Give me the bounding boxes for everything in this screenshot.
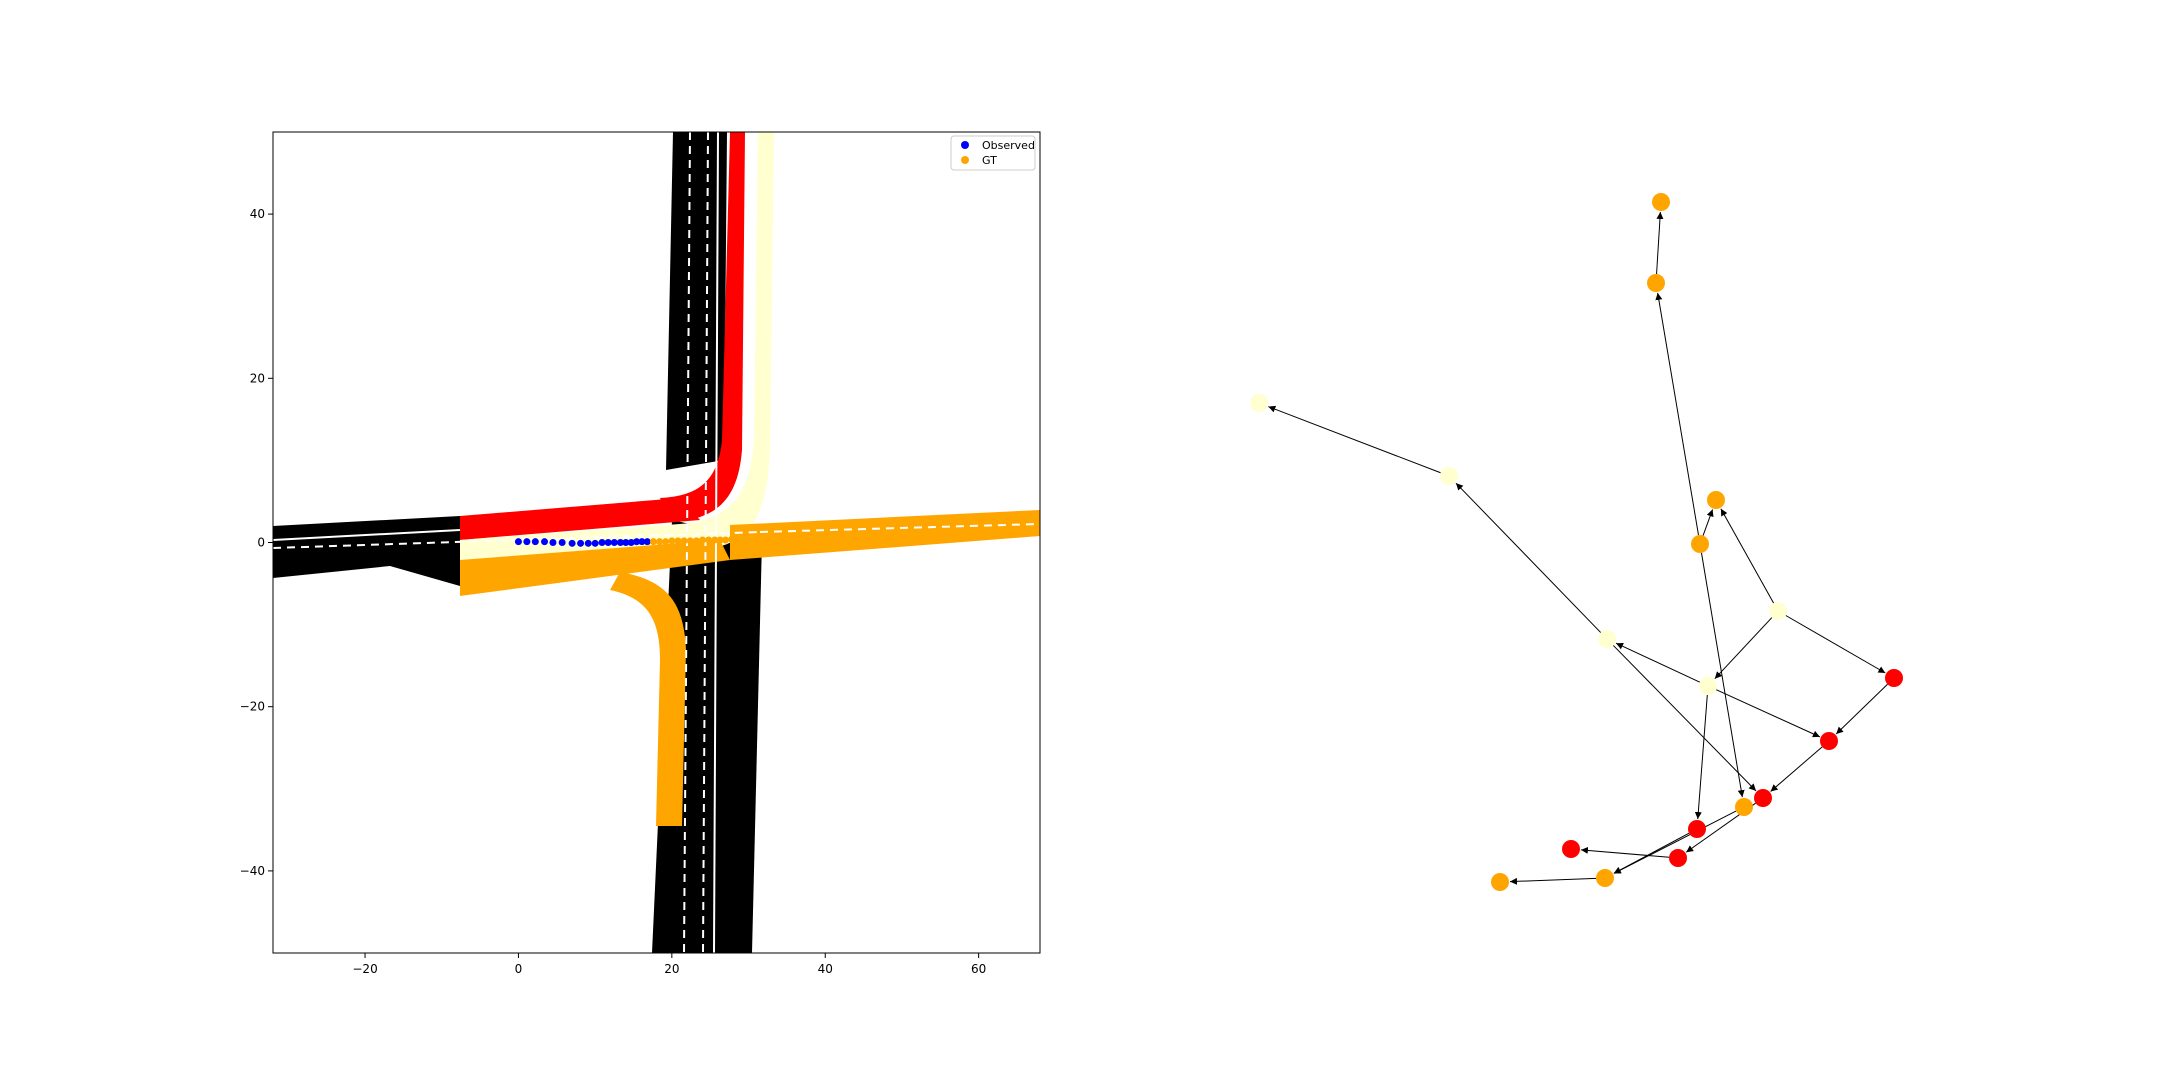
graph-edge (1836, 684, 1887, 734)
observed-point (523, 538, 530, 545)
gt-point (687, 537, 694, 544)
graph-edge (1616, 643, 1700, 682)
graph-node (1250, 394, 1268, 412)
y-tick-label: 0 (257, 536, 265, 550)
gt-point (668, 537, 675, 544)
x-tick-label: 60 (971, 962, 986, 976)
observed-point (559, 539, 566, 546)
graph-node (1598, 630, 1616, 648)
graph-node (1699, 677, 1717, 695)
graph-edge (1268, 407, 1440, 473)
gt-point (681, 537, 688, 544)
y-tick-label: −40 (240, 864, 265, 878)
observed-point (605, 539, 612, 546)
observed-point (644, 538, 651, 545)
graph-edge (1510, 878, 1596, 881)
y-tick-label: 40 (250, 207, 265, 221)
graph-node (1707, 491, 1725, 509)
x-axis: −20 0 20 40 60 (352, 953, 986, 976)
gt-point (662, 538, 669, 545)
graph-edge (1701, 553, 1742, 797)
graph-node (1769, 602, 1787, 620)
graph-edge (1721, 509, 1774, 603)
observed-point (549, 539, 556, 546)
graph-edge (1613, 645, 1756, 790)
graph-node (1885, 669, 1903, 687)
graph-edge (1715, 618, 1772, 679)
graph-node (1735, 798, 1753, 816)
legend-observed-label: Observed (982, 139, 1035, 152)
node-graph (1250, 193, 1903, 891)
graph-edges (1268, 212, 1887, 882)
gt-point (656, 538, 663, 545)
x-tick-label: 20 (664, 962, 679, 976)
graph-edge (1456, 483, 1601, 632)
graph-node (1562, 840, 1580, 858)
legend-gt-label: GT (982, 154, 997, 167)
observed-point (569, 540, 576, 547)
y-tick-label: 20 (250, 371, 265, 385)
graph-nodes (1250, 193, 1903, 891)
graph-edge (1716, 690, 1820, 737)
observed-point (592, 540, 599, 547)
observed-point (611, 539, 618, 546)
gt-point (705, 537, 712, 544)
graph-node (1688, 820, 1706, 838)
observed-point (515, 538, 522, 545)
legend-gt-marker (961, 156, 969, 164)
gt-point (728, 536, 735, 543)
x-tick-label: −20 (352, 962, 377, 976)
graph-edge (1771, 747, 1823, 792)
graph-edge (1703, 509, 1713, 535)
graph-edge (1657, 212, 1661, 274)
legend: Observed GT (951, 136, 1035, 170)
x-tick-label: 0 (515, 962, 523, 976)
y-axis: −40 −20 0 20 40 (240, 207, 273, 878)
observed-point (577, 540, 584, 547)
graph-node (1820, 732, 1838, 750)
graph-node (1647, 274, 1665, 292)
graph-node (1652, 193, 1670, 211)
gt-point (722, 537, 729, 544)
observed-point (599, 539, 606, 546)
graph-node (1669, 849, 1687, 867)
graph-node (1754, 789, 1772, 807)
observed-point (532, 538, 539, 545)
gt-point (699, 537, 706, 544)
map-plot: −20 0 20 40 60 −40 −20 0 20 40 Observed GT (240, 132, 1040, 976)
x-tick-label: 40 (818, 962, 833, 976)
observed-point (585, 540, 592, 547)
observed-point (541, 538, 548, 545)
gt-point (674, 537, 681, 544)
graph-edge (1786, 616, 1886, 673)
graph-edge (1658, 293, 1699, 535)
graph-node (1491, 873, 1509, 891)
gt-point (650, 538, 657, 545)
graph-node (1596, 869, 1614, 887)
graph-node (1440, 467, 1458, 485)
legend-observed-marker (961, 141, 969, 149)
gt-point (693, 537, 700, 544)
graph-edge (1698, 695, 1708, 819)
graph-node (1691, 535, 1709, 553)
y-tick-label: −20 (240, 700, 265, 714)
